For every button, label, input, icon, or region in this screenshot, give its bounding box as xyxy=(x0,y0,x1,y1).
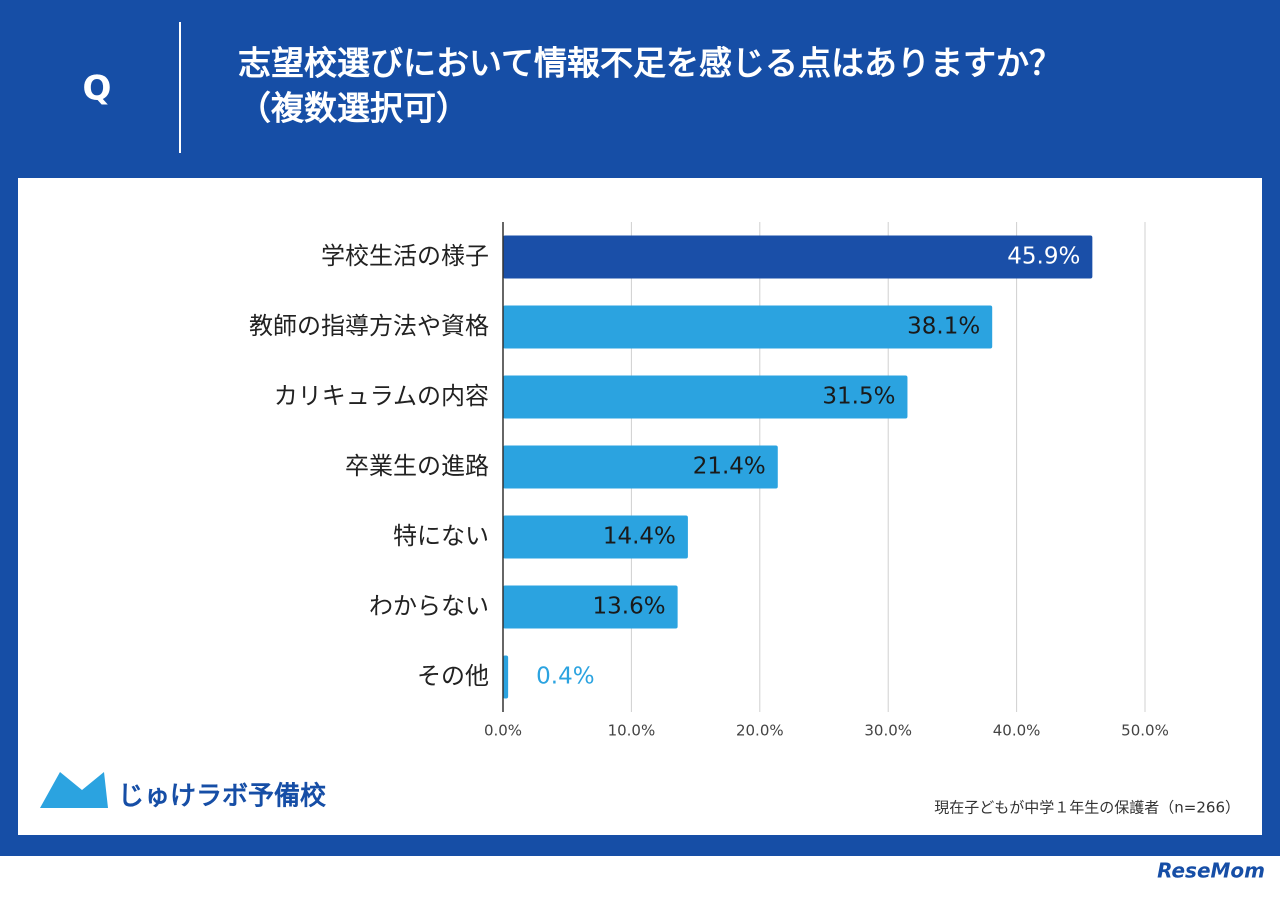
y-tick-label: カリキュラムの内容 xyxy=(274,382,489,410)
footnote: 現在子どもが中学１年生の保護者（n=266） xyxy=(934,799,1240,817)
y-tick-label: 特にない xyxy=(393,522,489,550)
source-logo: ReseMom xyxy=(1157,859,1265,883)
value-label: 0.4% xyxy=(536,664,594,690)
bar xyxy=(503,515,688,559)
x-tick-label: 30.0% xyxy=(864,722,912,740)
bar xyxy=(503,305,993,349)
value-label: 13.6% xyxy=(593,594,666,620)
value-label: 14.4% xyxy=(603,524,676,550)
logo: じゅけラボ予備校 xyxy=(40,772,327,812)
y-tick-label: その他 xyxy=(417,662,489,690)
y-tick-label: 教師の指導方法や資格 xyxy=(249,312,489,340)
logo-text: じゅけラボ予備校 xyxy=(118,781,327,812)
bar xyxy=(503,375,908,419)
logo-icon xyxy=(40,772,108,808)
value-label: 45.9% xyxy=(1007,244,1080,270)
value-label: 31.5% xyxy=(822,384,895,410)
y-tick-label: 卒業生の進路 xyxy=(345,452,489,480)
title: 志望校選びにおいて情報不足を感じる点はありますか？ xyxy=(238,44,1062,83)
y-tick-label: わからない xyxy=(369,592,489,620)
x-tick-label: 20.0% xyxy=(736,722,784,740)
x-tick-label: 40.0% xyxy=(993,722,1041,740)
panel xyxy=(18,178,1262,835)
subtitle: （複数選択可） xyxy=(238,89,469,128)
bar xyxy=(503,235,1093,279)
question-mark: Q xyxy=(83,69,112,109)
value-label: 21.4% xyxy=(693,454,766,480)
bar xyxy=(503,445,778,489)
x-tick-label: 10.0% xyxy=(608,722,656,740)
bar xyxy=(503,585,678,629)
bar xyxy=(503,655,509,699)
x-tick-label: 50.0% xyxy=(1121,722,1169,740)
value-label: 38.1% xyxy=(907,314,980,340)
x-tick-label: 0.0% xyxy=(484,722,522,740)
y-tick-label: 学校生活の様子 xyxy=(321,242,489,270)
